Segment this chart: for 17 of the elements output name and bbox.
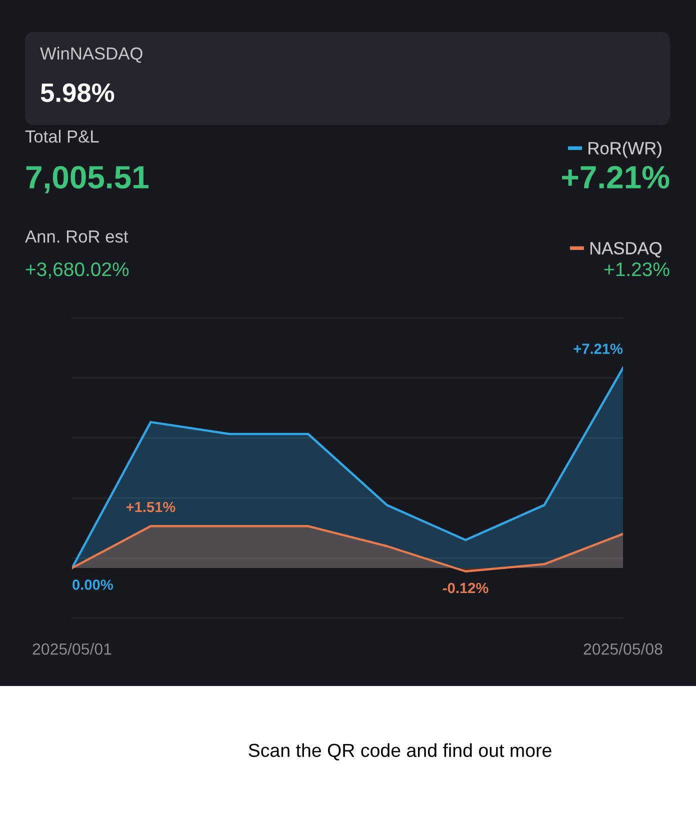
text: 5.98%: [40, 83, 114, 102]
text: Scan the QR code and find out more: [248, 743, 552, 760]
legend-label: NASDAQ: [590, 242, 662, 258]
x-tick-label: 2025/05/08: [584, 643, 662, 655]
text: Total P&L: [25, 130, 99, 143]
text: +1.23%: [604, 262, 670, 276]
data-label: -0.12%: [443, 582, 488, 594]
text: Ann. RoR est: [25, 230, 128, 243]
data-label: +7.21%: [574, 344, 623, 354]
data-label: 0.00%: [72, 580, 113, 590]
text: WinNASDAQ: [40, 46, 142, 63]
text: 7,005.51: [26, 166, 148, 194]
x-tick-label: 2025/05/01: [32, 643, 112, 655]
text: +3,680.02%: [26, 262, 129, 279]
legend-label: RoR(WR): [588, 142, 662, 158]
text: +7.21%: [562, 166, 670, 189]
data-label: +1.51%: [126, 502, 176, 512]
